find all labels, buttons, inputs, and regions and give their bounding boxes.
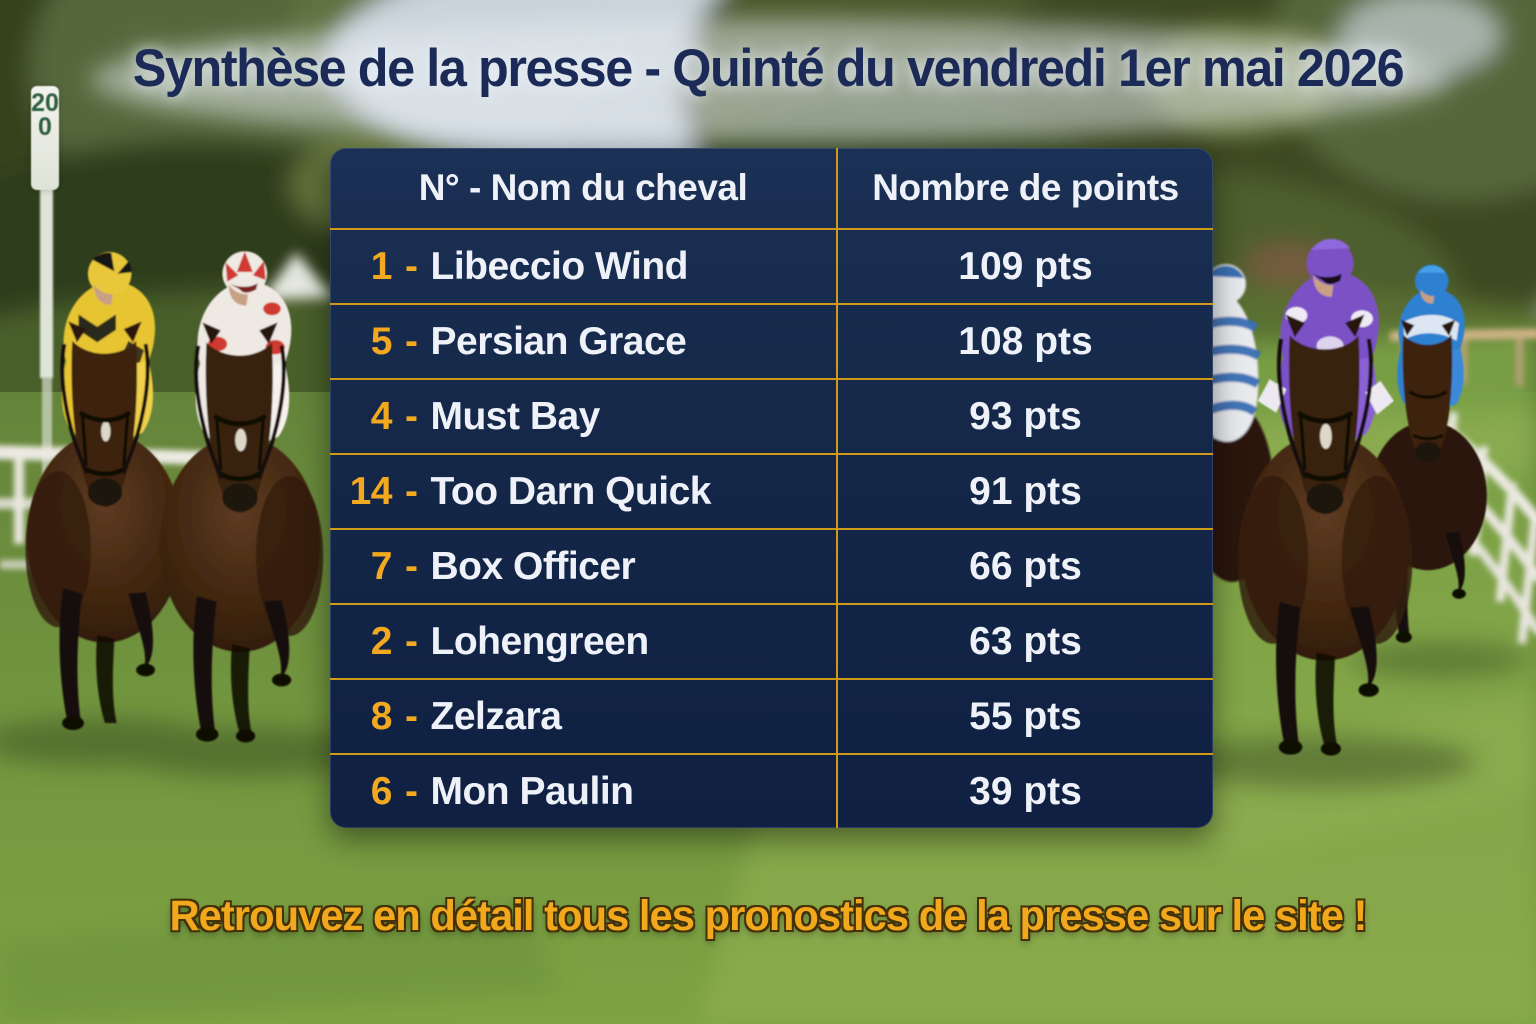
dash-separator: - bbox=[405, 619, 418, 663]
footer-call-to-action: Retrouvez en détail tous les pronostics … bbox=[169, 892, 1368, 940]
table-row-horse: 4 - Must Bay bbox=[330, 378, 836, 453]
table-row-points: 91 pts bbox=[836, 453, 1213, 528]
distance-marker-pole bbox=[40, 188, 53, 506]
table-row-horse: 1 - Libeccio Wind bbox=[330, 228, 836, 303]
horse-purple-jockey bbox=[1237, 238, 1413, 756]
horse-name: Mon Paulin bbox=[430, 769, 635, 813]
table-row-points: 55 pts bbox=[836, 678, 1213, 753]
points-value: 108 pts bbox=[958, 319, 1093, 363]
horse-name: Persian Grace bbox=[430, 319, 687, 363]
dash-separator: - bbox=[405, 469, 418, 513]
page-title: Synthèse de la presse - Quinté du vendre… bbox=[132, 39, 1405, 98]
table-row-horse: 5 - Persian Grace bbox=[330, 303, 836, 378]
table-row-points: 108 pts bbox=[836, 303, 1213, 378]
table-row-points: 39 pts bbox=[836, 753, 1213, 828]
horse-name: Libeccio Wind bbox=[430, 244, 689, 288]
horse-number: 4 bbox=[370, 394, 393, 438]
title-halo bbox=[90, 18, 1450, 142]
points-value: 66 pts bbox=[969, 544, 1082, 588]
horse-yellow-jockey bbox=[25, 251, 184, 731]
points-value: 93 pts bbox=[969, 394, 1082, 438]
horse-shadows bbox=[0, 642, 1530, 788]
table-row-points: 93 pts bbox=[836, 378, 1213, 453]
distance-marker-200: 200 bbox=[31, 86, 59, 190]
points-value: 63 pts bbox=[969, 619, 1082, 663]
table-row-points: 66 pts bbox=[836, 528, 1213, 603]
horse-name: Box Officer bbox=[430, 544, 636, 588]
horse-number: 2 bbox=[370, 619, 393, 663]
table-row-points: 63 pts bbox=[836, 603, 1213, 678]
horse-number: 14 bbox=[349, 469, 393, 513]
points-value: 109 pts bbox=[958, 244, 1093, 288]
dash-separator: - bbox=[405, 769, 418, 813]
tent-roof bbox=[262, 252, 334, 300]
points-value: 39 pts bbox=[969, 769, 1082, 813]
dash-separator: - bbox=[405, 394, 418, 438]
horse-number: 7 bbox=[370, 544, 393, 588]
dash-separator: - bbox=[405, 694, 418, 738]
horse-name: Lohengreen bbox=[430, 619, 650, 663]
dash-separator: - bbox=[405, 319, 418, 363]
horse-number: 1 bbox=[370, 244, 393, 288]
horse-name: Must Bay bbox=[430, 394, 601, 438]
table-row-horse: 14 - Too Darn Quick bbox=[330, 453, 836, 528]
horse-name: Too Darn Quick bbox=[430, 469, 712, 513]
horse-name: Zelzara bbox=[430, 694, 562, 738]
points-value: 55 pts bbox=[969, 694, 1082, 738]
horse-white-red-jockey bbox=[160, 251, 324, 743]
points-value: 91 pts bbox=[969, 469, 1082, 513]
horse-number: 5 bbox=[370, 319, 393, 363]
table-row-horse: 8 - Zelzara bbox=[330, 678, 836, 753]
table-row-horse: 6 - Mon Paulin bbox=[330, 753, 836, 828]
horse-number: 8 bbox=[370, 694, 393, 738]
table-row-horse: 2 - Lohengreen bbox=[330, 603, 836, 678]
horse-number: 6 bbox=[370, 769, 393, 813]
dash-separator: - bbox=[405, 244, 418, 288]
press-synthesis-table: N° - Nom du cheval Nombre de points 1 - … bbox=[330, 148, 1213, 828]
column-header-points: Nombre de points bbox=[836, 148, 1213, 228]
table-row-horse: 7 - Box Officer bbox=[330, 528, 836, 603]
table-row-points: 109 pts bbox=[836, 228, 1213, 303]
column-header-horse: N° - Nom du cheval bbox=[418, 167, 748, 208]
dash-separator: - bbox=[405, 544, 418, 588]
